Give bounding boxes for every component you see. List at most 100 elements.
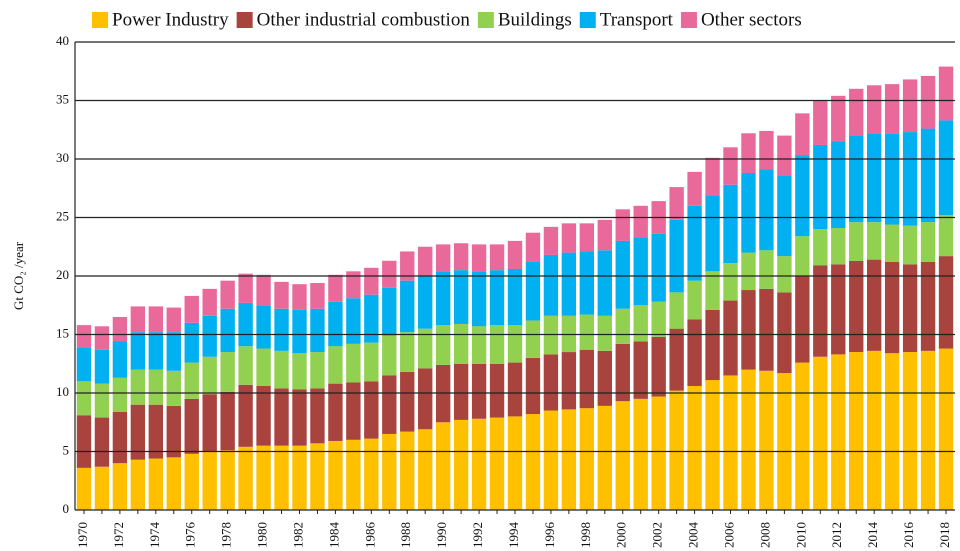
bar-segment <box>453 243 469 271</box>
bar-segment <box>202 451 217 510</box>
bar-segment <box>884 261 900 354</box>
bar-segment <box>364 381 379 439</box>
bar-segment <box>920 128 936 223</box>
bar-segment <box>687 280 702 320</box>
bar-segment <box>597 250 612 316</box>
x-tick-label: 1992 <box>470 522 485 548</box>
bar-segment <box>220 308 235 353</box>
x-tick-label: 1976 <box>183 522 198 549</box>
x-tick-label: 1974 <box>147 522 162 549</box>
bar-segment <box>777 373 792 510</box>
bar-segment <box>777 292 792 374</box>
bar-segment <box>471 418 487 510</box>
bar-segment <box>777 135 792 176</box>
bar-segment <box>884 84 900 134</box>
bar-segment <box>902 264 918 353</box>
bar-segment <box>310 388 325 444</box>
bar-segment <box>795 362 810 510</box>
bar-segment <box>94 349 110 384</box>
bar-segment <box>651 301 666 337</box>
bar-segment <box>256 445 271 510</box>
bar-segment <box>453 419 469 510</box>
legend-swatch <box>680 12 697 28</box>
bar-segment <box>382 335 397 376</box>
bar-segment <box>525 261 541 321</box>
bar-segment <box>238 273 253 303</box>
bar-segment <box>669 219 684 293</box>
bar-segment <box>633 341 648 399</box>
bar-segment <box>615 209 630 241</box>
bar-segment <box>166 307 181 333</box>
bar-segment <box>723 375 738 510</box>
bar-segment <box>489 417 505 510</box>
bar-segment <box>741 369 756 510</box>
legend-swatch <box>236 12 253 28</box>
bar-segment <box>364 342 379 382</box>
y-tick-label: 10 <box>56 384 69 399</box>
x-tick-label: 1990 <box>434 522 449 548</box>
legend-label: Buildings <box>498 9 572 30</box>
bar-segment <box>525 414 541 510</box>
bar-segment <box>705 157 720 196</box>
bar-segment <box>292 309 307 354</box>
bar-segment <box>130 306 146 333</box>
bar-segment <box>687 205 702 281</box>
bar-segment <box>310 352 325 389</box>
bar-segment <box>759 288 774 371</box>
bar-segment <box>112 341 128 378</box>
bar-segment <box>489 244 505 271</box>
x-tick-label: 2008 <box>757 522 772 548</box>
bar-segment <box>507 362 523 417</box>
x-tick-label: 1982 <box>290 522 305 548</box>
bar-segment <box>400 332 415 372</box>
legend-label: Power Industry <box>112 9 229 30</box>
bar-segment <box>220 450 235 510</box>
x-tick-label: 2012 <box>829 522 844 548</box>
bar-segment <box>346 382 361 440</box>
bar-segment <box>418 429 433 510</box>
x-tick-label: 1986 <box>362 522 377 549</box>
bar-segment <box>938 215 954 257</box>
bar-segment <box>902 225 918 265</box>
bar-segment <box>597 219 612 251</box>
bar-segment <box>489 325 505 364</box>
bar-segment <box>453 363 469 420</box>
bar-segment <box>561 352 577 410</box>
bar-segment <box>346 439 361 510</box>
bar-segment <box>651 336 666 397</box>
bar-segment <box>130 404 146 460</box>
bar-segment <box>238 446 253 510</box>
bar-segment <box>705 195 720 272</box>
bar-segment <box>166 370 181 406</box>
bar-segment <box>723 184 738 264</box>
bar-segment <box>310 308 325 353</box>
bar-segment <box>148 332 163 370</box>
x-tick-label: 1984 <box>326 522 341 549</box>
bar-segment <box>346 271 361 299</box>
x-tick-label: 1996 <box>542 522 557 549</box>
bar-segment <box>382 433 397 510</box>
bar-segment <box>813 144 828 230</box>
bar-segment <box>328 301 343 347</box>
bar-segment <box>579 314 595 350</box>
x-tick-label: 2002 <box>650 522 665 548</box>
bar-segment <box>364 438 379 510</box>
bar-segment <box>813 100 828 145</box>
bar-segment <box>112 316 128 342</box>
bar-segment <box>831 228 846 265</box>
bar-segment <box>274 388 289 446</box>
bar-segment <box>382 287 397 336</box>
bar-segment <box>759 370 774 510</box>
bar-segment <box>435 422 451 510</box>
bar-segment <box>795 276 810 363</box>
bar-segment <box>561 252 577 316</box>
bar-segment <box>76 381 92 416</box>
x-tick-label: 2006 <box>721 522 736 549</box>
bar-segment <box>705 380 720 510</box>
bar-segment <box>723 263 738 301</box>
bar-segment <box>220 391 235 451</box>
bar-segment <box>238 346 253 385</box>
x-tick-label: 2018 <box>937 522 952 548</box>
bar-segment <box>507 325 523 363</box>
y-axis-label: Gt CO₂ /year <box>11 241 26 310</box>
